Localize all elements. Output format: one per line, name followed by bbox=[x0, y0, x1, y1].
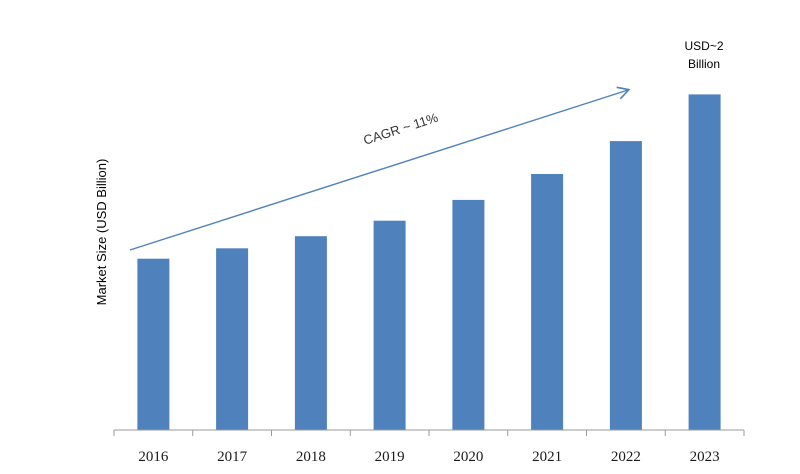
bar-2020 bbox=[452, 199, 485, 430]
x-axis-ticks bbox=[113, 430, 745, 436]
bar-2022 bbox=[609, 141, 642, 430]
x-tick-label-2016: 2016 bbox=[138, 449, 169, 465]
x-tick-label-2020: 2020 bbox=[453, 449, 483, 465]
x-tick-label-2019: 2019 bbox=[375, 449, 405, 465]
x-tick-label-2018: 2018 bbox=[296, 449, 326, 465]
last-bar-annotation-line2: Billion bbox=[688, 57, 720, 71]
bar-2019 bbox=[373, 220, 406, 430]
bar-2016 bbox=[137, 258, 170, 430]
bars-group bbox=[137, 94, 721, 431]
bar-2023 bbox=[688, 94, 721, 431]
bar-2021 bbox=[531, 174, 564, 430]
x-tick-label-2022: 2022 bbox=[611, 449, 641, 465]
bar-2018 bbox=[294, 236, 327, 430]
x-tick-label-2023: 2023 bbox=[690, 449, 720, 465]
y-axis-label: Market Size (USD Billion) bbox=[94, 159, 109, 306]
x-tick-label-2021: 2021 bbox=[532, 449, 562, 465]
cagr-arrow bbox=[129, 86, 631, 251]
x-tick-label-2017: 2017 bbox=[217, 449, 248, 465]
last-bar-annotation-line1: USD~2 bbox=[684, 39, 723, 53]
bar-2017 bbox=[216, 248, 249, 430]
cagr-label: CAGR ~ 11% bbox=[361, 110, 440, 148]
x-axis-labels: 2016 2017 2018 2019 2020 2021 2022 2023 bbox=[138, 449, 719, 465]
